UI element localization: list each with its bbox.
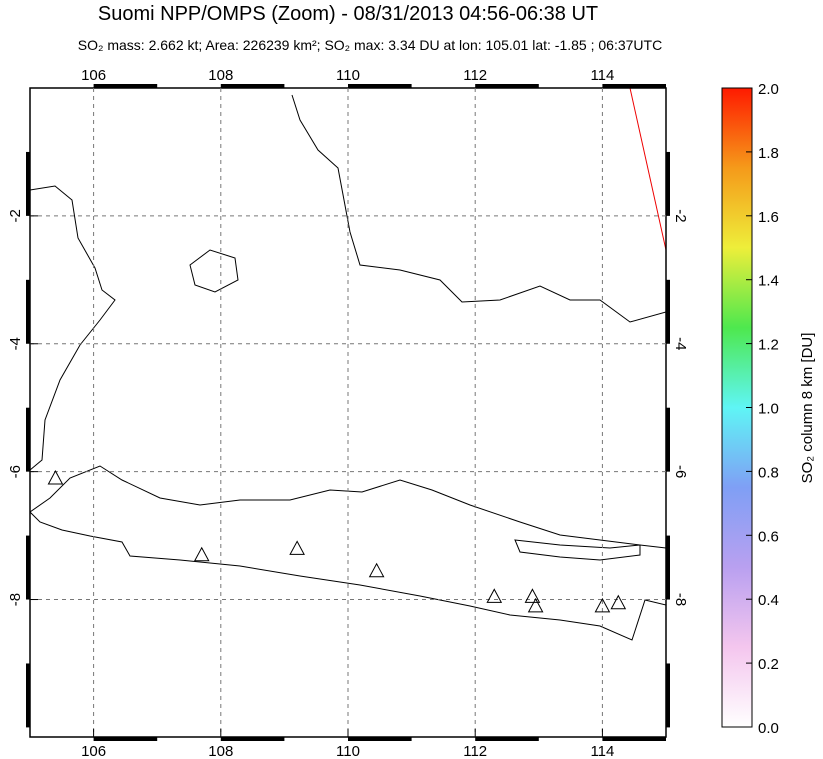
- frame-bar: [348, 737, 412, 741]
- swath-edge: [629, 88, 666, 251]
- y-tick-label-right: -8: [672, 593, 689, 606]
- frame-bar: [666, 407, 670, 472]
- frame-bar: [475, 737, 539, 741]
- volcano: [524, 588, 541, 603]
- volcano: [594, 597, 611, 613]
- frame-bar: [348, 84, 412, 88]
- frame-bar: [26, 151, 30, 216]
- frame-bar: [220, 84, 285, 88]
- colorbar-tick-label: 1.6: [758, 209, 779, 226]
- colorbar-tick-label: 0.4: [758, 592, 779, 609]
- frame-bar: [602, 737, 666, 741]
- map-area: [30, 88, 666, 737]
- colorbar-tick-label: 2.0: [758, 81, 779, 98]
- colorbar-tick-label: 1.0: [758, 401, 779, 418]
- x-tick-label: 110: [336, 743, 360, 759]
- x-tick-label: 106: [81, 743, 106, 759]
- y-tick-label: -8: [7, 593, 24, 606]
- x-tick-label: 114: [590, 743, 614, 759]
- x-tick-label-top: 112: [463, 67, 487, 84]
- colorbar-tick-label: 0.2: [758, 656, 779, 673]
- x-tick-label-top: 108: [208, 67, 233, 84]
- volcano: [289, 540, 305, 555]
- coastline-java: [30, 465, 666, 641]
- volcano: [486, 588, 503, 603]
- subtitle: SO₂ mass: 2.662 kt; Area: 226239 km²; SO…: [78, 37, 662, 53]
- frame-bar: [666, 279, 670, 344]
- frame-bar: [26, 535, 30, 600]
- frame-bar: [220, 737, 285, 741]
- colorbar-tick-label: 0.6: [758, 528, 779, 545]
- frame-bar: [26, 407, 30, 472]
- coastline-madura: [514, 539, 641, 561]
- y-tick-label-right: -2: [672, 209, 689, 222]
- frame-bar: [26, 663, 30, 728]
- frame-bar: [602, 84, 666, 88]
- frame-bar: [666, 663, 670, 728]
- x-tick-label-top: 110: [336, 67, 360, 84]
- y-tick-label-right: -6: [672, 465, 689, 478]
- coastlines: [30, 88, 666, 641]
- frame-bar: [666, 151, 670, 216]
- frame-bar: [475, 84, 539, 88]
- y-tick-label-right: -4: [672, 337, 689, 350]
- x-tick-label-top: 106: [81, 67, 106, 84]
- volcano: [193, 546, 210, 562]
- x-tick-label-top: 114: [590, 67, 614, 84]
- colorbar-tick-label: 0.8: [758, 464, 779, 481]
- frame-bar: [26, 279, 30, 344]
- colorbar-tick-label: 1.8: [758, 145, 779, 162]
- coastline-bangka: [189, 249, 239, 293]
- x-tick-label: 108: [208, 743, 233, 759]
- y-tick-label: -6: [7, 465, 24, 478]
- y-tick-label: -4: [7, 337, 24, 350]
- y-tick-label: -2: [7, 209, 24, 222]
- colorbar-tick-label: 1.4: [758, 273, 779, 290]
- volcano: [527, 597, 544, 613]
- coastline-borneo: [291, 94, 666, 323]
- colorbar-tick-label: 0.0: [758, 720, 779, 737]
- frame-bar: [666, 535, 670, 600]
- volcano: [47, 469, 64, 485]
- volcano: [610, 594, 627, 610]
- coastline-sumatra: [30, 185, 116, 471]
- title: Suomi NPP/OMPS (Zoom) - 08/31/2013 04:56…: [98, 3, 598, 25]
- x-tick-label: 112: [463, 743, 487, 759]
- colorbar-tick-label: 1.2: [758, 337, 779, 354]
- frame-bar: [93, 84, 158, 88]
- volcano: [368, 562, 385, 578]
- frame-bar: [93, 737, 158, 741]
- colorbar-label: SO₂ column 8 km [DU]: [799, 333, 816, 484]
